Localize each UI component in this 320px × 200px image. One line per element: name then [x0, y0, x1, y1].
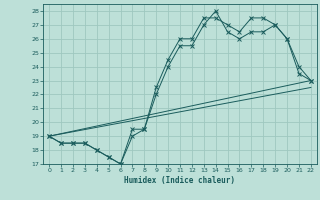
X-axis label: Humidex (Indice chaleur): Humidex (Indice chaleur): [124, 176, 236, 185]
